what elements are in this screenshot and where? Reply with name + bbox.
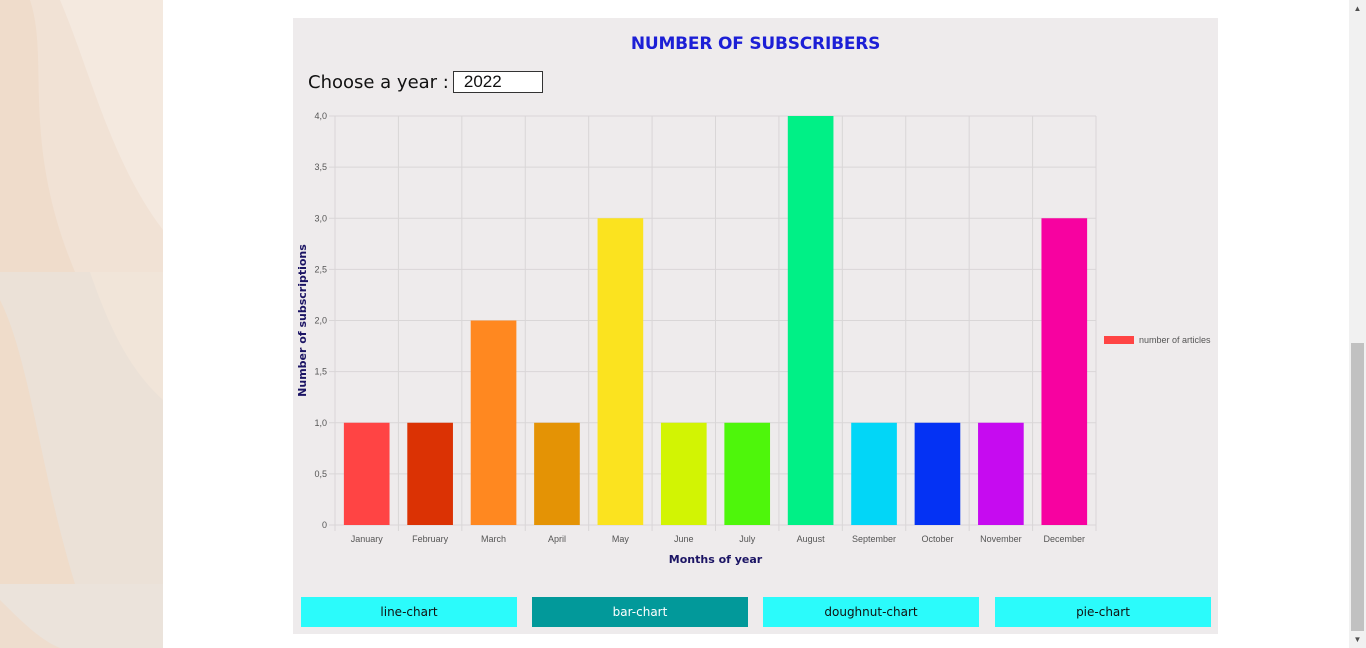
page-title: NUMBER OF SUBSCRIBERS [630,34,881,54]
bar-august [787,116,834,525]
bar-october [914,422,961,525]
decorative-background-panel [0,0,163,648]
y-tick-label: 0 [322,520,327,530]
bar-may [597,218,644,525]
x-tick-label: April [548,534,566,544]
y-tick-label: 1,0 [314,418,327,428]
y-tick-label: 3,0 [314,213,327,223]
y-tick-label: 1,5 [314,367,327,377]
scroll-down-icon[interactable]: ▼ [1353,635,1362,644]
y-tick-label: 2,5 [314,264,327,274]
x-tick-label: October [921,534,953,544]
bar-february [407,422,453,525]
chart-card: NUMBER OF SUBSCRIBERS Choose a year : 00… [293,18,1218,634]
doughnut-chart-button[interactable]: doughnut-chart [763,597,979,627]
y-tick-label: 2,0 [314,316,327,326]
x-tick-label: February [412,534,449,544]
bar-september [851,422,897,525]
bar-july [724,422,771,525]
year-label: Choose a year : [308,71,449,93]
legend-swatch [1104,336,1134,344]
decorative-waves [0,0,163,648]
bar-march [470,320,517,525]
year-input[interactable] [452,71,543,93]
x-tick-label: September [852,534,896,544]
x-tick-label: May [612,534,630,544]
pie-chart-button[interactable]: pie-chart [995,597,1211,627]
scroll-thumb[interactable] [1351,343,1364,631]
legend-label: number of articles [1139,335,1211,345]
x-tick-label: June [674,534,694,544]
y-tick-label: 0,5 [314,469,327,479]
x-tick-label: August [797,534,826,544]
bar-november [978,422,1024,525]
y-axis-title: Number of subscriptions [296,244,309,397]
x-tick-label: July [739,534,756,544]
bar-january [343,422,390,525]
scroll-up-icon[interactable]: ▲ [1353,4,1362,13]
bar-april [534,422,580,525]
year-selector: Choose a year : [308,70,543,94]
x-tick-label: March [481,534,506,544]
vertical-scrollbar[interactable]: ▲ ▼ [1349,0,1366,648]
x-tick-label: January [351,534,384,544]
y-tick-label: 3,5 [314,162,327,172]
chart-type-buttons: line-chart bar-chart doughnut-chart pie-… [301,597,1211,627]
bar-june [660,422,707,525]
x-tick-label: December [1044,534,1086,544]
x-tick-label: November [980,534,1022,544]
y-tick-label: 4,0 [314,111,327,121]
line-chart-button[interactable]: line-chart [301,597,517,627]
bar-december [1041,218,1088,525]
bar-chart-button[interactable]: bar-chart [532,597,748,627]
bar-chart: 0 0,5 1,0 1,5 2,0 2,5 3,0 3,5 4,0 January February… [296,111,1211,566]
x-axis-title: Months of year [669,553,763,566]
